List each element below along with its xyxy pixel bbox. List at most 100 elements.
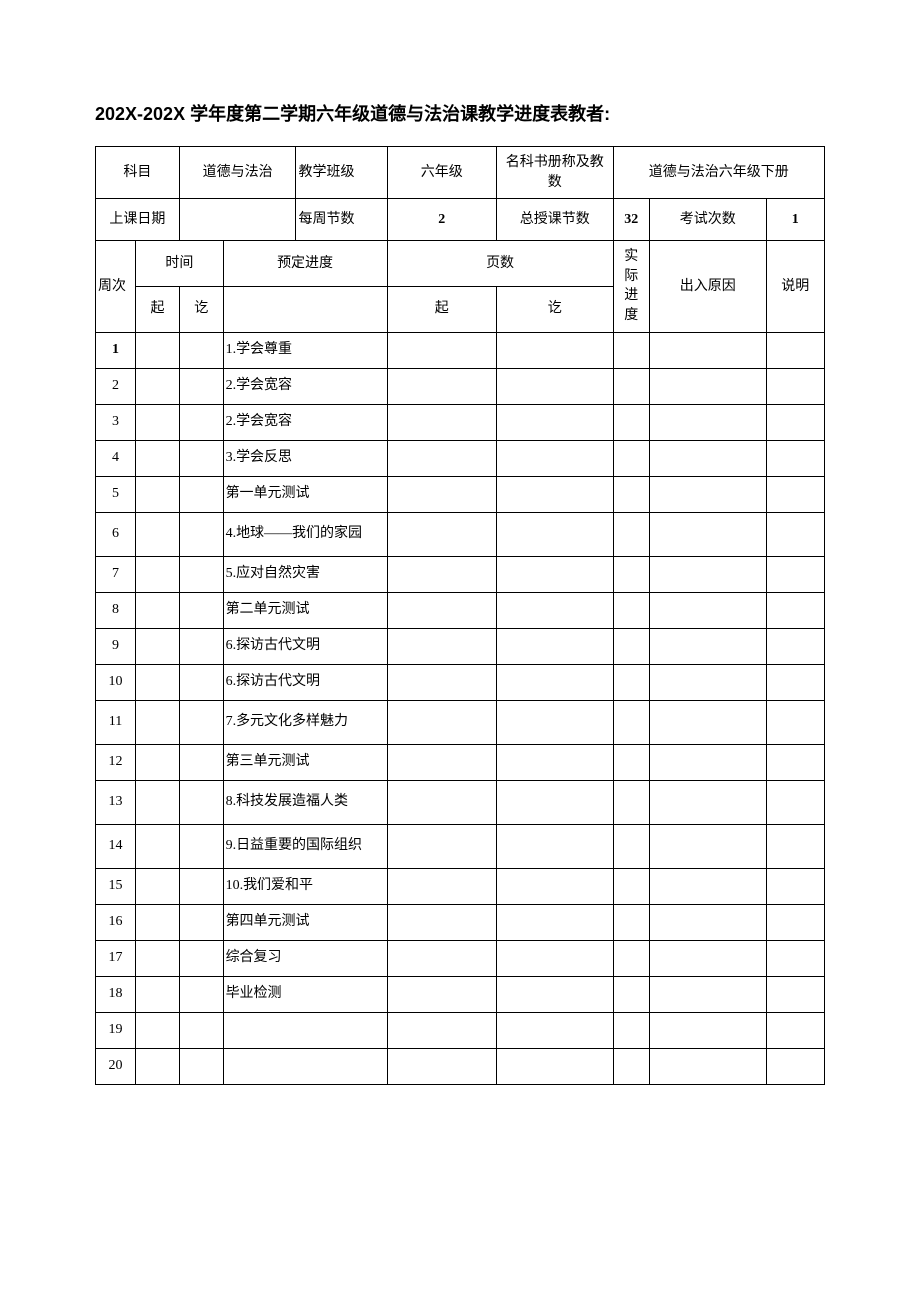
cell-page-from	[387, 476, 496, 512]
cell-page-from	[387, 824, 496, 868]
cell-page-to	[496, 904, 613, 940]
cell-page-from	[387, 628, 496, 664]
table-row: 14 9.日益重要的国际组织	[96, 824, 825, 868]
cell-week: 6	[96, 512, 136, 556]
table-row: 138.科技发展造福人类	[96, 780, 825, 824]
cell-time-from	[136, 664, 180, 700]
cell-page-to	[496, 940, 613, 976]
cell-time-from	[136, 592, 180, 628]
cell-plan: 第四单元测试	[223, 904, 387, 940]
label-textbook: 名科书册称及教数	[496, 147, 613, 199]
cell-time-to	[179, 368, 223, 404]
col-reason: 出入原因	[649, 241, 766, 332]
value-class: 六年级	[387, 147, 496, 199]
table-row: 43.学会反思	[96, 440, 825, 476]
cell-plan: 6.探访古代文明	[223, 628, 387, 664]
cell-reason	[649, 940, 766, 976]
cell-time-from	[136, 780, 180, 824]
cell-page-from	[387, 904, 496, 940]
cell-page-from	[387, 940, 496, 976]
cell-time-to	[179, 780, 223, 824]
cell-page-to	[496, 824, 613, 868]
cell-actual	[613, 512, 649, 556]
cell-time-from	[136, 404, 180, 440]
cell-page-to	[496, 404, 613, 440]
cell-note	[766, 868, 824, 904]
cell-time-to	[179, 1048, 223, 1084]
cell-page-to	[496, 1048, 613, 1084]
cell-time-to	[179, 976, 223, 1012]
cell-actual	[613, 664, 649, 700]
cell-week: 10	[96, 664, 136, 700]
cell-actual	[613, 476, 649, 512]
cell-plan: 第二单元测试	[223, 592, 387, 628]
cell-page-from	[387, 1012, 496, 1048]
label-date: 上课日期	[96, 199, 180, 241]
cell-plan: 7.多元文化多样魅力	[223, 700, 387, 744]
cell-page-to	[496, 476, 613, 512]
table-row: 19	[96, 1012, 825, 1048]
col-week: 周次	[96, 241, 136, 332]
cell-plan: 9.日益重要的国际组织	[223, 824, 387, 868]
cell-week: 13	[96, 780, 136, 824]
cell-note	[766, 700, 824, 744]
cell-page-to	[496, 440, 613, 476]
col-time: 时间	[136, 241, 223, 287]
cell-page-to	[496, 700, 613, 744]
cell-actual	[613, 332, 649, 368]
cell-note	[766, 476, 824, 512]
cell-page-from	[387, 700, 496, 744]
cell-week: 17	[96, 940, 136, 976]
cell-note	[766, 664, 824, 700]
cell-actual	[613, 976, 649, 1012]
table-row: 64.地球——我们的家园	[96, 512, 825, 556]
cell-week: 8	[96, 592, 136, 628]
cell-reason	[649, 332, 766, 368]
cell-plan: 10.我们爱和平	[223, 868, 387, 904]
cell-page-from	[387, 556, 496, 592]
cell-actual	[613, 1048, 649, 1084]
cell-time-to	[179, 512, 223, 556]
cell-time-from	[136, 440, 180, 476]
cell-time-to	[179, 476, 223, 512]
cell-page-from	[387, 780, 496, 824]
cell-time-from	[136, 332, 180, 368]
cell-week: 15	[96, 868, 136, 904]
cell-week: 20	[96, 1048, 136, 1084]
cell-time-to	[179, 440, 223, 476]
cell-actual	[613, 628, 649, 664]
cell-note	[766, 940, 824, 976]
cell-plan: 综合复习	[223, 940, 387, 976]
cell-reason	[649, 664, 766, 700]
cell-week: 11	[96, 700, 136, 744]
cell-note	[766, 512, 824, 556]
table-row: 12第三单元测试	[96, 744, 825, 780]
page-title: 202X-202X 学年度第二学期六年级道德与法治课教学进度表教者:	[95, 100, 825, 126]
cell-time-from	[136, 744, 180, 780]
col-actual: 实际进度	[613, 241, 649, 332]
cell-note	[766, 1012, 824, 1048]
cell-reason	[649, 628, 766, 664]
label-class: 教学班级	[296, 147, 387, 199]
cell-actual	[613, 368, 649, 404]
cell-page-to	[496, 744, 613, 780]
cell-note	[766, 1048, 824, 1084]
cell-week: 16	[96, 904, 136, 940]
cell-actual	[613, 440, 649, 476]
value-subject: 道德与法治	[179, 147, 296, 199]
cell-week: 1	[96, 332, 136, 368]
cell-page-to	[496, 512, 613, 556]
schedule-table: 科目 道德与法治 教学班级 六年级 名科书册称及教数 道德与法治六年级下册 上课…	[95, 146, 825, 1085]
table-row: 75.应对自然灾害	[96, 556, 825, 592]
value-date	[179, 199, 296, 241]
cell-reason	[649, 556, 766, 592]
cell-page-from	[387, 332, 496, 368]
cell-week: 7	[96, 556, 136, 592]
cell-time-from	[136, 628, 180, 664]
cell-page-from	[387, 664, 496, 700]
table-row: 20	[96, 1048, 825, 1084]
cell-week: 14	[96, 824, 136, 868]
cell-reason	[649, 1012, 766, 1048]
cell-plan	[223, 1012, 387, 1048]
cell-actual	[613, 780, 649, 824]
